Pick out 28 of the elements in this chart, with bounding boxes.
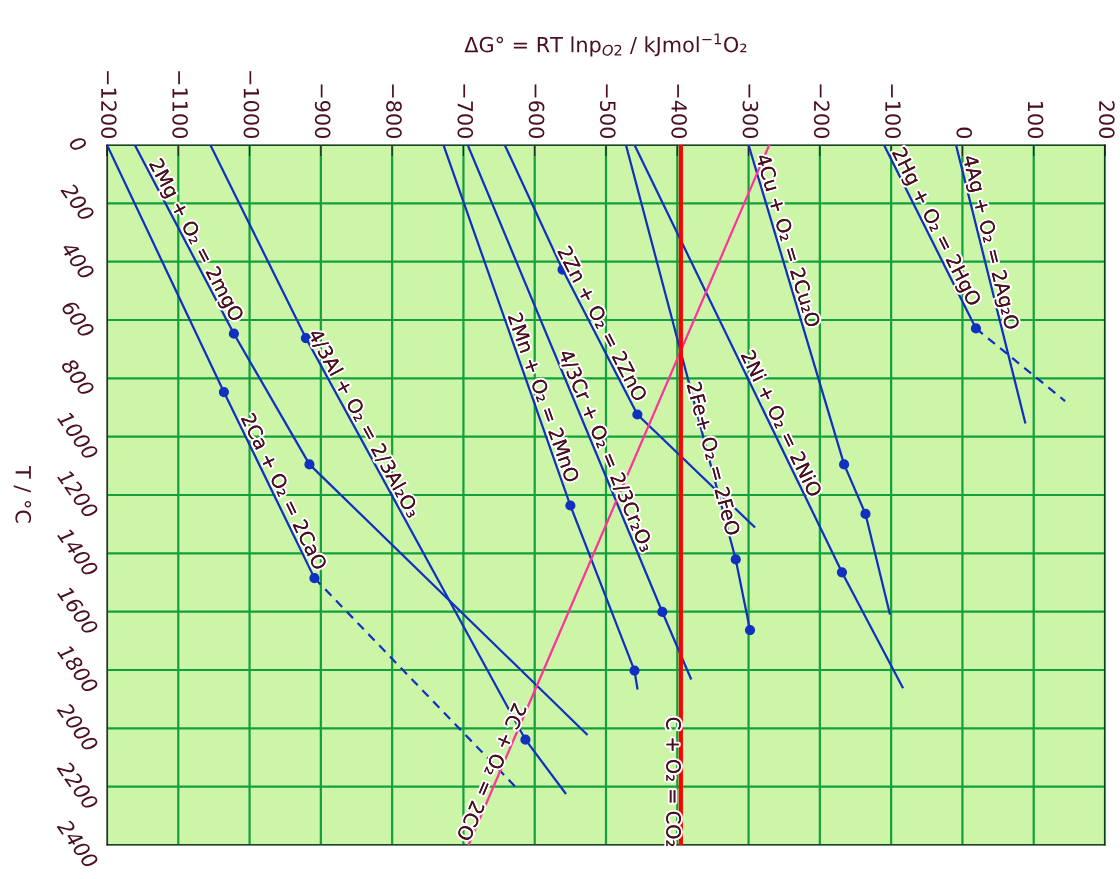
text: 2C + O₂ = 2CO — [456, 702, 528, 842]
text: 2Ca + O₂ = 2CaO — [240, 412, 328, 571]
y-axis-title: T / °C — [13, 465, 32, 523]
x-axis-title: ΔG° = RT lnp$_{O2}$ / kJmol$^{−1}$O₂ — [464, 33, 747, 57]
x-tick-label: −300 — [742, 84, 759, 139]
text: 4Cu + O₂ = 2Cu₂O — [755, 153, 821, 328]
x-tick-label: −500 — [599, 84, 616, 139]
x-tick-label: −1000 — [243, 71, 260, 139]
text: C + O₂ = CO₂ — [666, 717, 681, 847]
x-tick-label: −600 — [528, 84, 545, 139]
x-tick-label: 0 — [956, 127, 973, 139]
x-tick-label: −700 — [457, 84, 474, 139]
text: 2Fe+ O₂ = 2FeO — [686, 381, 741, 536]
y-tick-label: 600 — [60, 299, 96, 339]
x-tick-label: −800 — [386, 84, 402, 139]
y-tick-label: 400 — [60, 240, 96, 281]
y-tick-label: 200 — [60, 181, 96, 223]
y-tick-label: 0 — [68, 134, 88, 154]
x-tick-label: −1200 — [100, 71, 117, 139]
x-tick-label: −400 — [671, 84, 687, 139]
x-tick-label: −900 — [314, 84, 331, 139]
x-tick-label: −100 — [885, 84, 901, 139]
x-tick-label: −200 — [813, 84, 830, 139]
text: 2Ni + O₂ = 2NiO — [740, 349, 823, 498]
x-tick-label: −1100 — [172, 71, 188, 139]
x-tick-label: 200 — [1098, 101, 1115, 139]
x-tick-label: 100 — [1027, 101, 1044, 139]
y-tick-label: 800 — [60, 357, 96, 398]
